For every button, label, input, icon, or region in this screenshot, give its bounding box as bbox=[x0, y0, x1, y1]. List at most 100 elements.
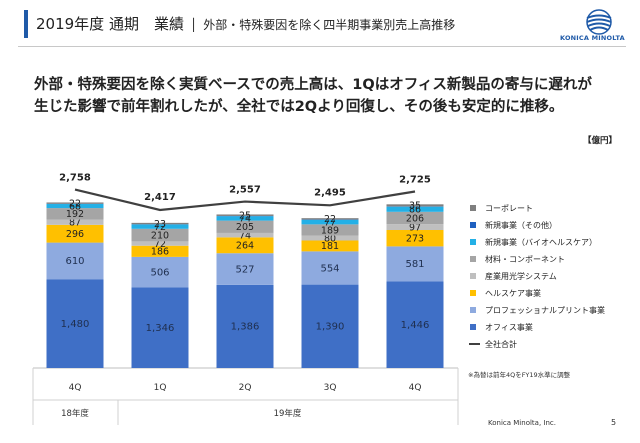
bar-segment bbox=[386, 206, 444, 212]
data-label: 264 bbox=[236, 241, 254, 252]
data-label: 72 bbox=[154, 222, 166, 233]
bar-segment bbox=[216, 232, 274, 238]
total-value-label: 2,725 bbox=[399, 175, 431, 186]
bar-segment bbox=[46, 202, 104, 204]
bar-segment bbox=[46, 219, 104, 225]
bar-segment bbox=[46, 242, 104, 280]
footer-company: Konica Minolta, Inc. bbox=[488, 419, 556, 427]
bar-segment bbox=[216, 214, 274, 216]
legend-label: 新規事業（バイオヘルスケア） bbox=[485, 237, 597, 247]
data-label: 97 bbox=[409, 222, 421, 233]
period-label: 18年度 bbox=[61, 408, 89, 419]
unit-label: 【億円】 bbox=[583, 135, 617, 146]
data-label: 1,386 bbox=[231, 322, 260, 333]
lead-text: 外部・特殊要因を除く実質ベースでの売上高は、1Qはオフィス新製品の寄与に遅れが … bbox=[34, 77, 592, 115]
slide-title: 2019年度 通期 業績 │ 外部・特殊要因を除く四半期事業別売上高推移 bbox=[36, 13, 455, 34]
legend-swatch bbox=[470, 273, 476, 279]
data-label: 1,480 bbox=[61, 319, 90, 330]
total-value-label: 2,417 bbox=[144, 192, 176, 203]
data-label: 1,346 bbox=[146, 323, 175, 334]
bar-segment bbox=[131, 287, 189, 368]
data-label: 25 bbox=[239, 211, 251, 222]
legend-label: 全社合計 bbox=[485, 339, 517, 349]
data-label: 273 bbox=[406, 233, 424, 244]
bar-segment bbox=[301, 218, 359, 220]
data-label: 77 bbox=[324, 217, 336, 228]
legend-label: 新規事業（その他） bbox=[485, 220, 557, 230]
data-label: 189 bbox=[321, 225, 339, 236]
bar-segment bbox=[216, 253, 274, 285]
bar-segment bbox=[386, 246, 444, 282]
data-label: 181 bbox=[321, 241, 339, 252]
slide-header: 2019年度 通期 業績 │ 外部・特殊要因を除く四半期事業別売上高推移 KONIC… bbox=[0, 0, 640, 48]
data-label: 296 bbox=[66, 229, 84, 240]
data-label: 23 bbox=[154, 219, 166, 230]
bar-segment bbox=[131, 256, 189, 288]
bar-segment bbox=[386, 230, 444, 247]
total-value-label: 2,758 bbox=[59, 173, 91, 184]
data-label: 581 bbox=[405, 259, 424, 270]
bar-segment bbox=[301, 219, 359, 225]
x-tick-label: 1Q bbox=[154, 383, 167, 393]
x-tick-label: 2Q bbox=[239, 383, 252, 393]
data-label: 22 bbox=[69, 198, 81, 209]
title-main-text: 2019年度 通期 業績 bbox=[36, 15, 184, 33]
bar-segment bbox=[301, 251, 359, 285]
total-value-label: 2,557 bbox=[229, 185, 261, 196]
page-number: 5 bbox=[611, 418, 617, 427]
data-label: 22 bbox=[324, 214, 336, 225]
bar-segment bbox=[46, 224, 104, 243]
slide-subtitle: 外部・特殊要因を除く四半期事業別売上高推移 bbox=[203, 18, 456, 32]
bar-segment bbox=[131, 228, 189, 242]
total-value-label: 2,495 bbox=[314, 187, 346, 198]
legend-label: コーポレート bbox=[485, 204, 533, 213]
konica-minolta-logo-icon bbox=[586, 9, 612, 35]
bar-segment bbox=[386, 224, 444, 230]
bar-segment bbox=[46, 204, 104, 209]
bar-segment bbox=[216, 284, 274, 368]
x-tick-label: 4Q bbox=[409, 383, 422, 393]
total-line bbox=[74, 188, 416, 212]
data-label: 80 bbox=[324, 233, 336, 244]
legend-swatch bbox=[470, 222, 476, 228]
bar-segment bbox=[131, 222, 189, 225]
bar-segment bbox=[216, 237, 274, 254]
data-label: 86 bbox=[409, 205, 421, 216]
bar-segment bbox=[301, 224, 359, 236]
x-tick-label: 3Q bbox=[324, 383, 337, 393]
legend-swatch bbox=[470, 290, 476, 296]
legend-label: プロフェッショナルプリント事業 bbox=[485, 305, 605, 315]
header-accent-bar bbox=[24, 10, 28, 38]
header-divider-line bbox=[18, 46, 626, 47]
legend-label: 産業用光学システム bbox=[485, 271, 557, 281]
bar-segment bbox=[301, 284, 359, 368]
data-label: 192 bbox=[66, 209, 84, 220]
legend-swatch bbox=[470, 324, 476, 330]
data-label: 205 bbox=[236, 222, 254, 233]
data-label: 1,446 bbox=[401, 320, 430, 331]
data-label: 554 bbox=[320, 263, 339, 274]
x-tick-label: 4Q bbox=[69, 383, 82, 393]
data-label: 68 bbox=[69, 201, 81, 212]
bar-segment bbox=[46, 208, 104, 220]
bar-segment bbox=[386, 281, 444, 368]
legend-swatch bbox=[470, 256, 476, 262]
bar-segment bbox=[46, 279, 104, 368]
legend-swatch bbox=[470, 205, 476, 211]
legend-swatch bbox=[470, 307, 476, 313]
legend-label: オフィス事業 bbox=[485, 322, 533, 332]
bar-segment bbox=[386, 211, 444, 225]
data-label: 74 bbox=[239, 230, 251, 241]
data-label: 210 bbox=[151, 230, 169, 241]
bar-segment bbox=[301, 235, 359, 241]
data-label: 87 bbox=[69, 218, 81, 229]
bar-segment bbox=[131, 245, 189, 257]
data-label: 72 bbox=[154, 239, 166, 250]
legend-label: ヘルスケア事業 bbox=[485, 288, 541, 298]
data-label: 506 bbox=[150, 267, 169, 278]
data-label: 186 bbox=[151, 247, 169, 258]
bar-segment bbox=[216, 220, 274, 233]
data-label: 74 bbox=[239, 214, 251, 225]
legend-label: 材料・コンポーネント bbox=[485, 254, 565, 264]
